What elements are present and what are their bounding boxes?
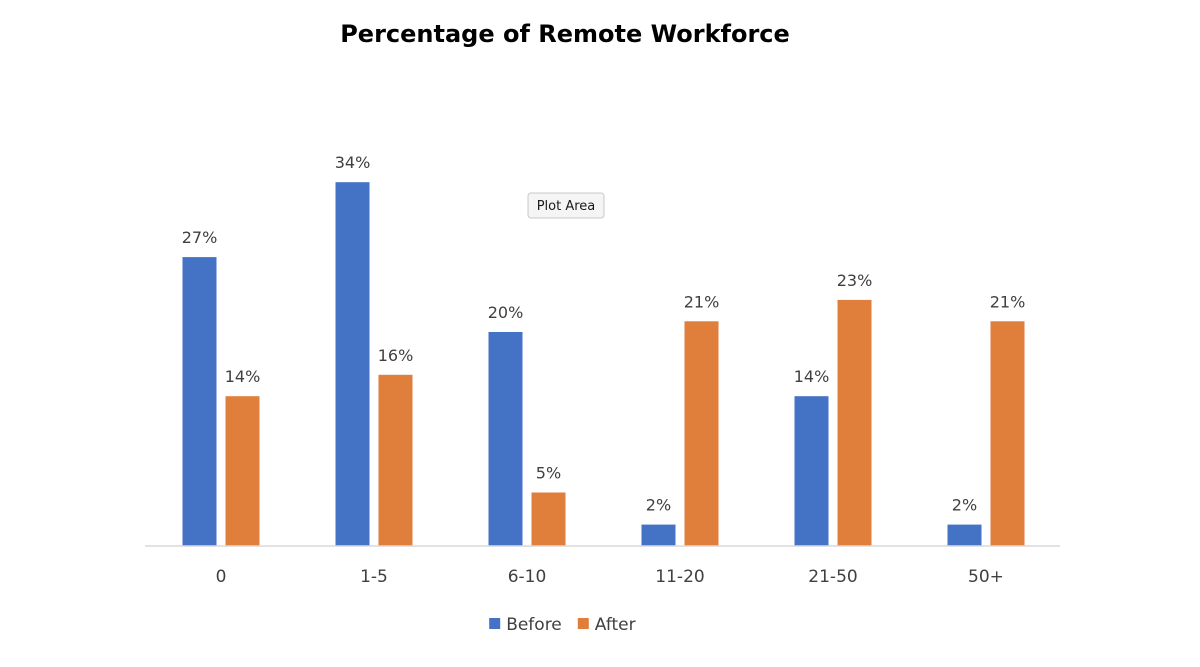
- bar-before-6-10: [488, 332, 523, 546]
- bar-before-21-50: [794, 396, 829, 546]
- data-label-before-0: 27%: [182, 228, 218, 247]
- x-tick-label-50+: 50+: [968, 567, 1004, 587]
- data-label-after-11-20: 21%: [684, 292, 720, 311]
- data-label-after-6-10: 5%: [536, 464, 561, 483]
- x-tick-label-0: 0: [216, 567, 227, 587]
- data-label-before-11-20: 2%: [646, 496, 671, 515]
- x-tick-label-6-10: 6-10: [508, 567, 547, 587]
- bar-after-21-50: [837, 299, 872, 546]
- bar-before-11-20: [641, 524, 676, 546]
- bar-before-50+: [947, 524, 982, 546]
- legend-swatch-after: [577, 618, 589, 629]
- data-label-before-6-10: 20%: [488, 303, 524, 322]
- data-label-after-0: 14%: [225, 367, 261, 386]
- data-label-after-50+: 21%: [990, 292, 1026, 311]
- bar-after-0: [225, 396, 260, 546]
- plot-area-tooltip-text: Plot Area: [537, 199, 596, 214]
- data-label-before-50+: 2%: [952, 496, 977, 515]
- legend-label-after: After: [595, 615, 636, 635]
- bar-after-50+: [990, 321, 1025, 546]
- data-label-before-21-50: 14%: [794, 367, 830, 386]
- x-tick-label-1-5: 1-5: [360, 567, 388, 587]
- data-label-after-1-5: 16%: [378, 346, 414, 365]
- legend: Before After: [489, 615, 636, 635]
- bar-after-1-5: [378, 374, 413, 546]
- bar-after-11-20: [684, 321, 719, 546]
- bars-group: [182, 182, 1025, 546]
- bar-before-0: [182, 257, 217, 546]
- data-label-after-21-50: 23%: [837, 271, 873, 290]
- legend-label-before: Before: [506, 615, 562, 635]
- plot-area-tooltip: Plot Area: [527, 192, 605, 219]
- data-labels-group: 27% 14% 34% 16% 20% 5% 2% 21% 14% 23% 2% 21%: [182, 153, 1026, 514]
- x-tick-label-11-20: 11-20: [655, 567, 704, 587]
- bar-after-6-10: [531, 492, 566, 546]
- bar-before-1-5: [335, 182, 370, 546]
- legend-swatch-before: [489, 618, 501, 629]
- data-label-before-1-5: 34%: [335, 153, 371, 172]
- x-tick-label-21-50: 21-50: [808, 567, 857, 587]
- x-tick-labels: 0 1-5 6-10 11-20 21-50 50+: [216, 567, 1004, 587]
- chart-title: Percentage of Remote Workforce: [340, 20, 790, 48]
